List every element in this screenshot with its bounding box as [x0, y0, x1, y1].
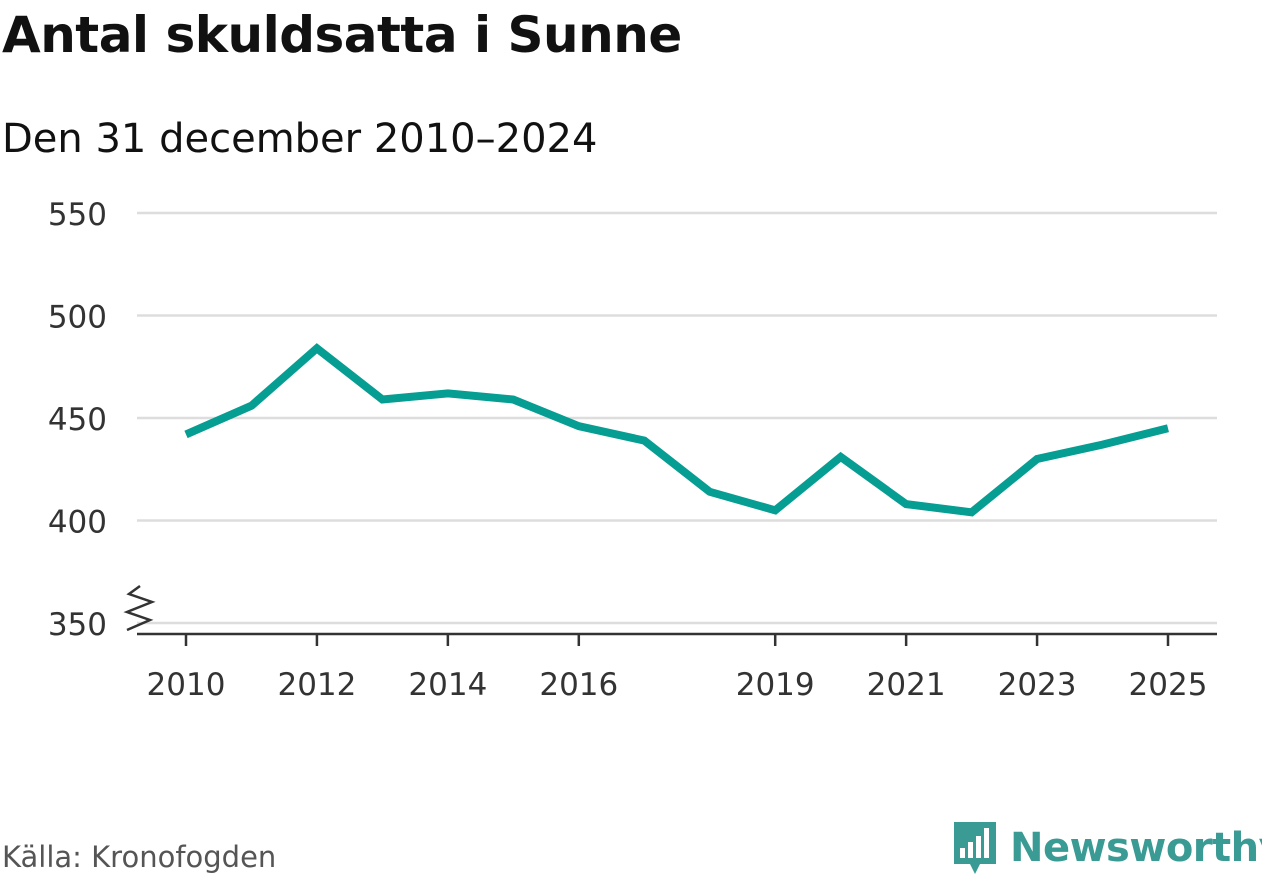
- chart-title: Antal skuldsatta i Sunne: [2, 6, 682, 64]
- source-label: Källa: Kronofogden: [2, 840, 277, 874]
- series-line-0: [184, 343, 1169, 517]
- y-tick-label-550: 550: [48, 197, 107, 233]
- x-tick-label-2021: 2021: [867, 667, 946, 703]
- x-tick-label-2016: 2016: [539, 667, 618, 703]
- y-axis-break-zigzag: [123, 584, 156, 632]
- x-tick-label-2014: 2014: [408, 667, 487, 703]
- y-axis-tick-labels: 350 400 450 500 550: [48, 197, 107, 643]
- y-tick-label-350: 350: [48, 607, 107, 643]
- brand-name: Newsworthy: [1010, 825, 1262, 871]
- y-tick-label-450: 450: [48, 402, 107, 438]
- x-tick-label-2019: 2019: [736, 667, 815, 703]
- series-layer: [184, 343, 1169, 517]
- y-axis-break: [123, 584, 156, 632]
- brand-logo: Newsworthy: [950, 818, 1262, 878]
- x-tick-label-2010: 2010: [147, 667, 226, 703]
- x-tick-label-2025: 2025: [1129, 667, 1208, 703]
- x-tick-label-2023: 2023: [998, 667, 1077, 703]
- y-tick-label-500: 500: [48, 300, 107, 336]
- bar-chart-speech-bubble-icon: [954, 822, 996, 874]
- x-tick-label-2012: 2012: [277, 667, 356, 703]
- gridlines: [137, 211, 1217, 625]
- chart-subtitle: Den 31 december 2010–2024: [2, 116, 598, 162]
- x-axis: 2010 2012 2014 2016 2019 2021 2023 2025: [137, 632, 1217, 703]
- y-tick-label-400: 400: [48, 505, 107, 541]
